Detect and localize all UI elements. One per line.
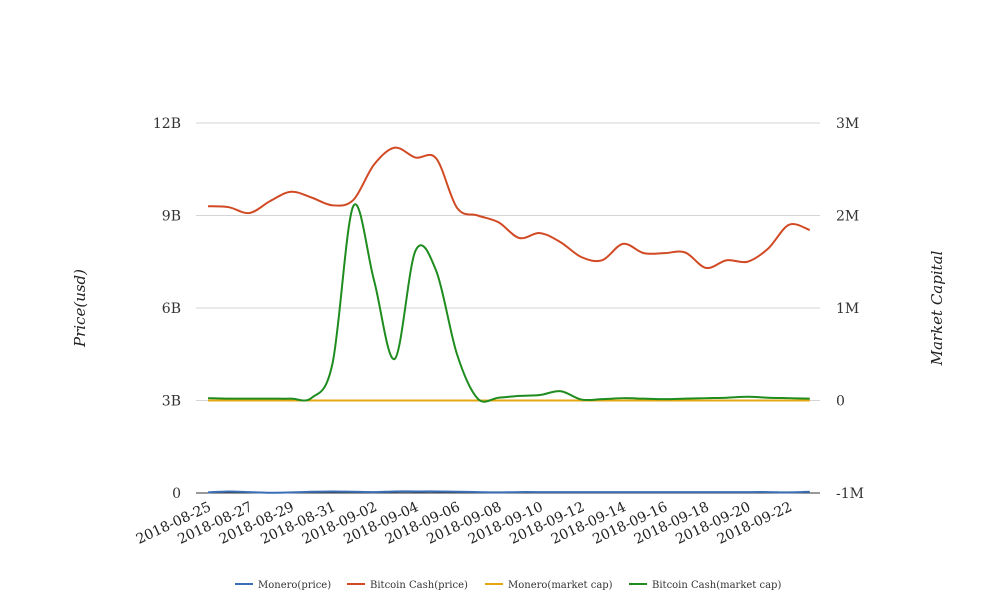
series-line-bitcoin-cash-market-cap xyxy=(207,203,810,403)
x-axis-ticks: 2018-08-252018-08-272018-08-292018-08-31… xyxy=(134,499,795,548)
series-line-bitcoin-cash-price xyxy=(207,146,811,269)
series-lines xyxy=(207,146,811,494)
right-tick-label: 3M xyxy=(836,116,859,132)
left-tick-label: 3B xyxy=(162,394,181,410)
legend-item: Bitcoin Cash(market cap) xyxy=(629,580,781,591)
legend-item: Monero(market cap) xyxy=(485,580,613,591)
legend-label: Bitcoin Cash(price) xyxy=(370,580,468,591)
right-tick-label: -1M xyxy=(836,486,864,502)
left-tick-label: 12B xyxy=(153,116,181,132)
legend: Monero(price) Bitcoin Cash(price) Monero(m… xyxy=(235,580,781,591)
left-axis-ticks: 0 3B 6B 9B 12B xyxy=(153,116,181,502)
grid-lines xyxy=(196,122,820,494)
left-tick-label: 6B xyxy=(162,301,181,317)
legend-item: Bitcoin Cash(price) xyxy=(347,580,468,591)
left-tick-label: 9B xyxy=(162,209,181,225)
legend-label: Monero(market cap) xyxy=(508,580,613,591)
left-axis-title: Price(usd) xyxy=(71,269,89,348)
left-tick-label: 0 xyxy=(172,486,181,502)
right-axis-title: Market Capital xyxy=(928,250,946,366)
right-tick-label: 1M xyxy=(836,301,859,317)
legend-item: Monero(price) xyxy=(235,580,331,591)
legend-label: Monero(price) xyxy=(258,580,331,591)
right-tick-label: 0 xyxy=(836,394,845,410)
right-axis-ticks: -1M 0 1M 2M 3M xyxy=(836,116,864,502)
legend-label: Bitcoin Cash(market cap) xyxy=(652,580,781,591)
series-line-monero-price xyxy=(207,490,810,494)
right-tick-label: 2M xyxy=(836,209,859,225)
